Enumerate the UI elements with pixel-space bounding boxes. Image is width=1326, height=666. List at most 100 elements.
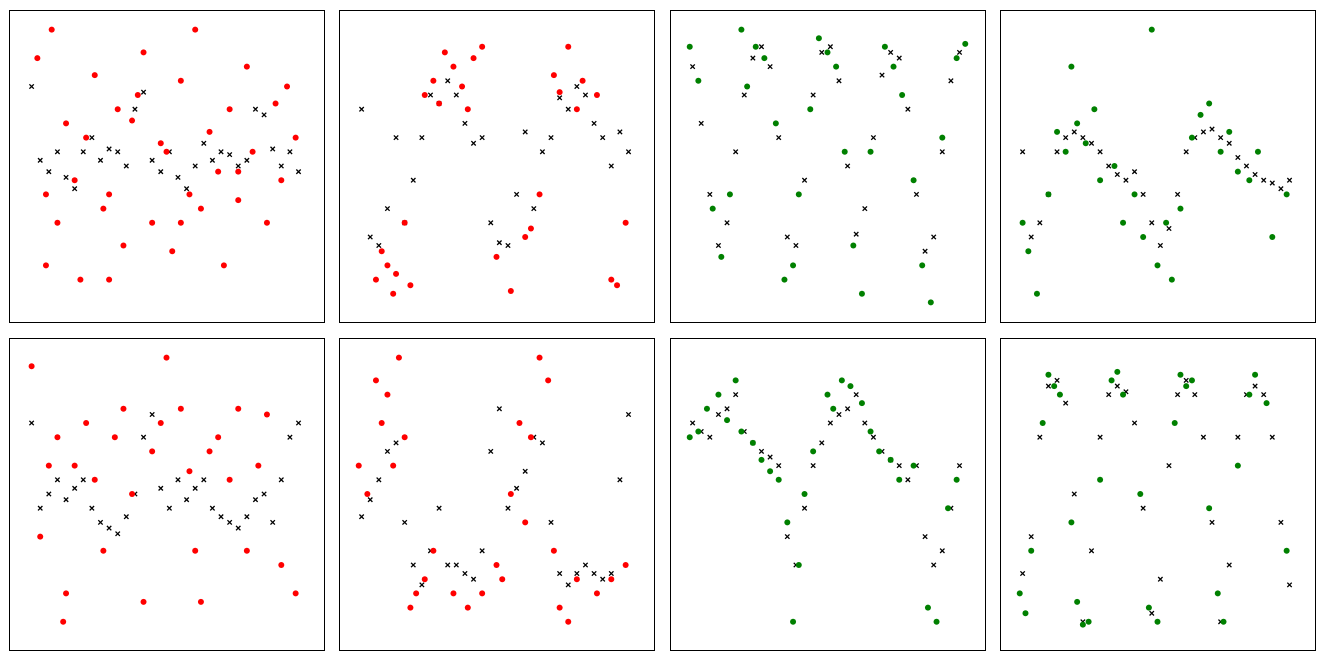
data-point: [157, 420, 164, 426]
x-marker: [252, 497, 259, 503]
x-marker: [1192, 391, 1198, 398]
data-point: [1091, 106, 1098, 113]
x-marker: [201, 140, 207, 146]
x-marker: [89, 134, 95, 141]
x-marker: [707, 434, 713, 440]
data-point: [790, 262, 797, 269]
x-marker: [1028, 234, 1034, 240]
data-point: [1177, 371, 1184, 378]
data-point: [810, 448, 817, 455]
data-point: [48, 26, 55, 33]
panel-frame: [670, 10, 986, 323]
data-point: [1114, 368, 1121, 375]
data-point: [1163, 219, 1170, 226]
x-marker: [106, 525, 112, 531]
x-marker: [591, 570, 597, 577]
data-point: [393, 270, 400, 277]
x-marker: [488, 220, 494, 226]
data-point: [686, 434, 693, 441]
data-point: [1188, 377, 1195, 384]
x-marker: [72, 186, 78, 192]
data-point: [114, 106, 121, 113]
data-point: [775, 476, 782, 483]
x-marker: [453, 562, 459, 568]
x-marker: [158, 169, 164, 175]
data-point: [890, 63, 897, 70]
x-marker: [376, 242, 382, 249]
x-marker: [218, 514, 224, 520]
x-marker: [1063, 400, 1069, 406]
x-marker: [513, 191, 520, 198]
x-marker: [1149, 610, 1155, 616]
x-marker: [54, 477, 61, 483]
x-marker: [582, 562, 589, 568]
data-point: [215, 434, 222, 441]
x-marker: [531, 205, 537, 212]
data-point: [522, 519, 529, 526]
x-marker: [149, 157, 155, 163]
data-point: [430, 77, 437, 84]
data-point: [106, 191, 113, 198]
data-point: [573, 106, 580, 113]
x-marker: [1045, 383, 1052, 389]
x-marker: [175, 174, 181, 181]
data-point: [732, 377, 739, 384]
data-point: [272, 100, 279, 107]
x-marker: [462, 570, 468, 577]
data-point: [71, 462, 78, 469]
x-marker: [1097, 149, 1103, 155]
x-marker: [1226, 140, 1232, 146]
data-point: [945, 505, 952, 512]
data-point: [824, 49, 831, 56]
data-point: [1171, 420, 1178, 426]
data-point: [953, 55, 960, 62]
data-point: [867, 428, 874, 435]
data-point: [134, 92, 141, 98]
data-point: [1097, 476, 1104, 483]
data-point: [1183, 383, 1190, 390]
data-point: [622, 562, 629, 568]
x-marker: [183, 497, 190, 503]
x-marker: [367, 234, 373, 240]
data-point: [1039, 420, 1046, 426]
x-marker: [505, 505, 511, 511]
x-marker: [750, 55, 756, 61]
x-marker: [123, 514, 129, 520]
data-point: [1140, 234, 1147, 240]
data-point: [784, 519, 791, 526]
data-point: [91, 72, 98, 79]
data-point: [772, 120, 779, 127]
x-marker: [1278, 519, 1284, 526]
x-marker: [836, 411, 842, 418]
panel: [1000, 10, 1316, 323]
data-point: [1154, 618, 1161, 625]
data-point: [896, 476, 903, 483]
x-marker: [1037, 220, 1043, 226]
x-marker: [358, 514, 365, 520]
x-marker: [244, 514, 250, 520]
data-point: [499, 576, 506, 583]
x-marker: [37, 505, 43, 511]
x-marker: [115, 149, 121, 155]
data-point: [1082, 140, 1089, 147]
data-point: [550, 547, 557, 554]
data-point: [1234, 462, 1241, 469]
x-marker: [1209, 126, 1215, 132]
data-point: [1045, 371, 1052, 378]
data-point: [100, 547, 107, 554]
data-point: [401, 219, 408, 226]
x-marker: [1088, 548, 1095, 554]
x-marker: [931, 234, 937, 240]
data-point: [1022, 610, 1029, 617]
data-point: [795, 191, 802, 198]
data-point: [738, 428, 745, 435]
data-point: [63, 120, 70, 127]
x-marker: [582, 92, 589, 98]
data-point: [37, 533, 44, 540]
x-marker: [1217, 134, 1224, 141]
x-marker: [836, 78, 842, 84]
panel: [9, 338, 325, 651]
data-point: [129, 117, 136, 124]
x-marker: [1054, 377, 1060, 384]
